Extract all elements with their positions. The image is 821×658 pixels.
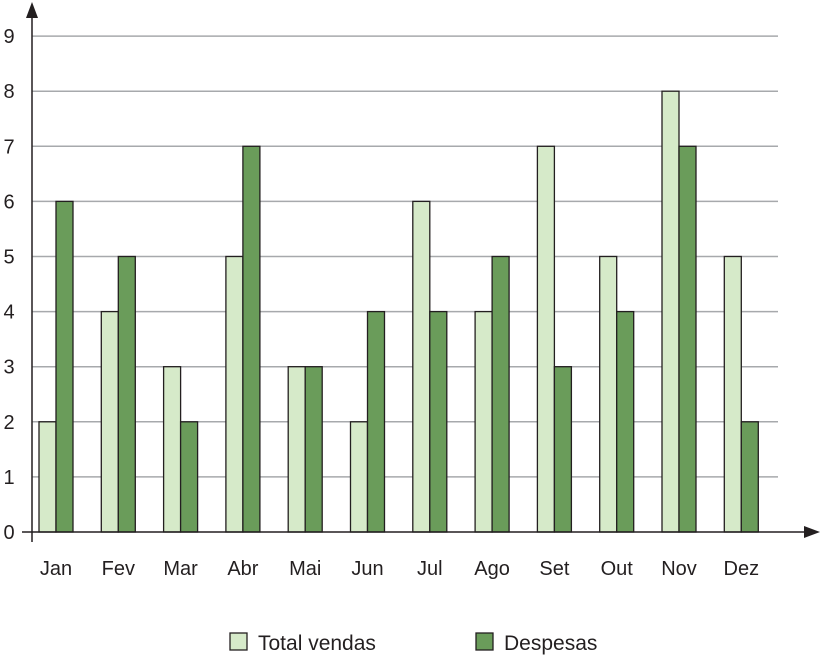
y-tick-label: 8	[3, 81, 14, 103]
gridlines	[32, 35, 778, 478]
x-tick-label: Mar	[163, 558, 198, 580]
bar-despesas-ago	[491, 255, 510, 533]
bar-total-vendas-ago	[474, 310, 493, 533]
bar-despesas-mar	[179, 421, 199, 533]
legend: Total vendas Despesas	[229, 632, 597, 655]
legend-swatch	[229, 632, 248, 651]
y-tick-label: 0	[3, 522, 14, 544]
bar-total-vendas-jun	[349, 421, 369, 533]
y-tick-label: 6	[3, 191, 14, 213]
x-tick-label: Jan	[40, 558, 72, 580]
x-axis-arrow	[804, 526, 820, 538]
bar-despesas-fev	[117, 255, 136, 533]
y-tick-label: 5	[3, 247, 14, 269]
x-tick-label: Mai	[289, 558, 321, 580]
bar-total-vendas-set	[536, 145, 556, 533]
bar-total-vendas-mar	[162, 366, 182, 533]
bar-despesas-jun	[366, 310, 386, 533]
bars	[38, 90, 759, 533]
x-tick-label: Out	[601, 558, 634, 580]
x-tick-label: Ago	[474, 558, 510, 580]
x-tick-label: Set	[539, 558, 569, 580]
x-tick-label: Fev	[102, 558, 135, 580]
y-tick-label: 2	[3, 412, 14, 434]
y-tick-label: 1	[3, 467, 14, 489]
x-tick-label: Dez	[724, 558, 760, 580]
x-tick-label: Jun	[351, 558, 383, 580]
bar-despesas-mai	[304, 366, 323, 533]
axes	[22, 2, 820, 542]
bar-total-vendas-nov	[661, 90, 680, 533]
legend-swatch	[475, 632, 494, 651]
bar-despesas-dez	[740, 421, 759, 533]
bar-total-vendas-abr	[225, 255, 244, 533]
legend-label: Total vendas	[258, 632, 376, 655]
x-tick-label: Jul	[417, 558, 443, 580]
y-axis-arrow	[26, 2, 38, 18]
bar-despesas-out	[616, 310, 635, 533]
bar-total-vendas-out	[599, 255, 618, 533]
bar-despesas-abr	[242, 145, 261, 533]
bar-despesas-jan	[55, 200, 74, 533]
bar-despesas-nov	[678, 145, 697, 533]
y-tick-label: 4	[3, 302, 14, 324]
bar-total-vendas-jan	[38, 421, 57, 533]
x-tick-label: Nov	[661, 558, 697, 580]
x-tick-labels: Jan Fev Mar Abr Mai Jun Jul Ago Set Out Nov Dez	[40, 558, 759, 580]
y-tick-label: 7	[3, 136, 14, 158]
y-tick-labels: 0 1 2 3 4 5 6 7 8 9	[3, 26, 14, 544]
legend-label: Despesas	[504, 632, 597, 655]
bar-total-vendas-mai	[287, 366, 306, 533]
bar-total-vendas-dez	[723, 255, 742, 533]
x-tick-label: Abr	[227, 558, 258, 580]
y-tick-label: 9	[3, 26, 14, 48]
bar-total-vendas-fev	[100, 310, 119, 533]
bar-despesas-set	[553, 366, 573, 533]
bar-total-vendas-jul	[412, 200, 431, 533]
bar-despesas-jul	[429, 310, 448, 533]
y-tick-label: 3	[3, 357, 14, 379]
